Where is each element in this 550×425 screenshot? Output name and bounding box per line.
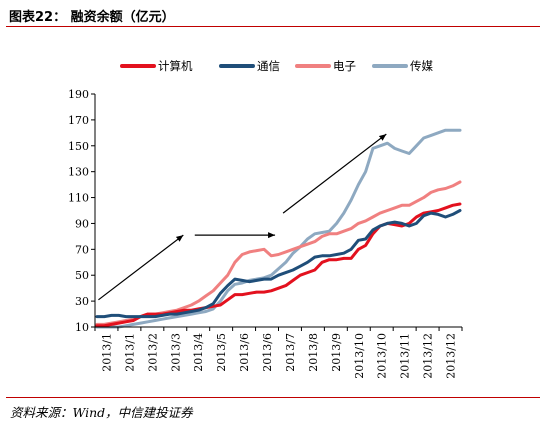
x-tick-label: 2013/2 <box>146 333 159 372</box>
x-tick-label: 2013/10 <box>353 333 366 379</box>
y-tick-label: 30 <box>75 295 89 308</box>
series-line-2 <box>95 209 462 319</box>
x-tick-label: 2013/4 <box>192 333 205 372</box>
x-tick-label: 2013/1 <box>100 333 113 372</box>
trend-arrow-3 <box>282 133 387 214</box>
top-divider <box>6 26 540 27</box>
x-tick-label: 2013/3 <box>169 333 182 372</box>
x-tick-label: 2013/6 <box>261 333 274 372</box>
x-tick-label: 2013/9 <box>330 333 343 372</box>
series-line-4 <box>95 128 462 329</box>
legend-label-2: 通信 <box>257 59 280 73</box>
y-tick-label: 190 <box>68 88 89 101</box>
x-tick-label: 2013/5 <box>215 333 228 372</box>
x-tick-label: 2013/11 <box>399 333 412 379</box>
y-tick-label: 150 <box>68 140 89 153</box>
x-tick-label: 2013/10 <box>376 333 389 379</box>
series-line-1 <box>95 202 462 328</box>
legend-label-1: 计算机 <box>158 59 193 73</box>
source-note: 资料来源：Wind，中信建投证券 <box>10 405 193 420</box>
figure-title: 图表22： 融资余额（亿元） <box>9 10 175 25</box>
y-tick-label: 170 <box>68 114 89 127</box>
x-tick-label: 2013/8 <box>307 333 320 372</box>
y-tick-label: 130 <box>68 166 89 179</box>
chart-legend: 计算机 通信 电子 传媒 <box>120 59 433 73</box>
y-tick-label: 110 <box>68 192 89 205</box>
y-tick-label: 90 <box>75 217 89 230</box>
x-axis: 2013/1 2013/1 2013/2 2013/3 2013/4 2013/5 2013… <box>94 326 463 379</box>
y-tick-label: 50 <box>75 269 89 282</box>
trend-arrow-1 <box>98 234 184 301</box>
x-tick-label: 2013/6 <box>238 333 251 372</box>
x-tick-label: 2013/12 <box>422 333 435 379</box>
y-tick-label: 70 <box>75 243 89 256</box>
legend-label-3: 电子 <box>333 59 356 73</box>
bottom-divider <box>6 397 540 398</box>
legend-label-4: 传媒 <box>410 59 433 73</box>
trend-arrows <box>98 133 387 301</box>
x-tick-label: 2013/1 <box>123 333 136 372</box>
series-line-3 <box>95 180 462 326</box>
x-tick-label: 2013/12 <box>445 333 458 379</box>
y-axis: 10 30 50 70 90 110 130 150 170 190 <box>68 88 96 334</box>
plot-area <box>95 128 462 329</box>
x-tick-label: 2013/7 <box>284 333 297 372</box>
y-tick-label: 10 <box>75 321 89 334</box>
